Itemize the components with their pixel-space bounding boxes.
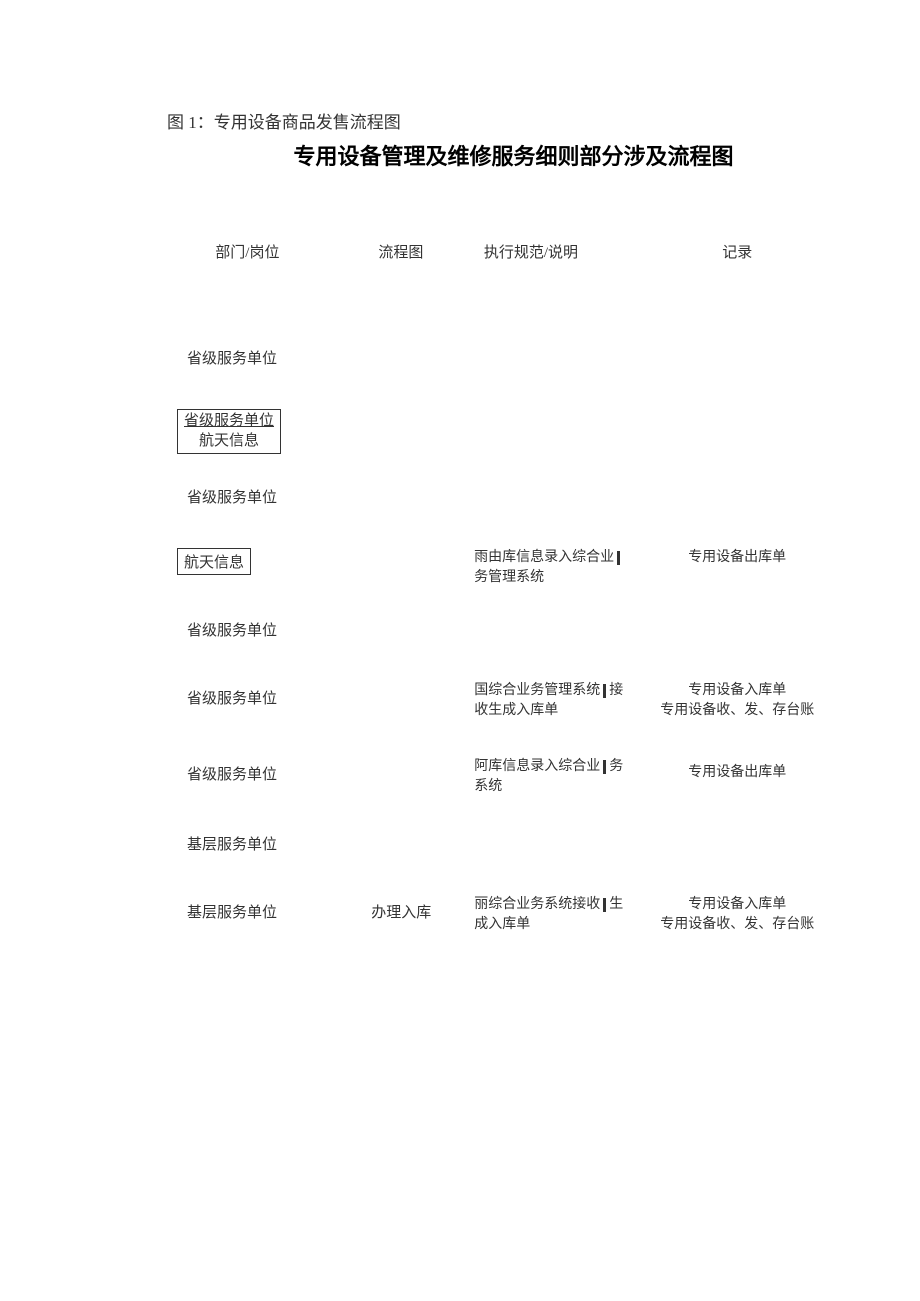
header-flow: 流程图 xyxy=(328,241,474,262)
main-title: 专用设备管理及维修服务细则部分涉及流程图 xyxy=(207,139,820,171)
record-line1: 专用设备入库单 xyxy=(654,681,820,701)
bar-icon xyxy=(617,551,620,565)
dept-cell: 省级服务单位 xyxy=(167,486,328,507)
dept-box: 省级服务单位 航天信息 xyxy=(177,409,281,454)
flow-cell: 办理入库 xyxy=(328,895,474,922)
dept-cell: 航天信息 xyxy=(167,548,328,575)
table-row: 省级服务单位 xyxy=(167,486,820,516)
record-line2: 专用设备收、发、存台账 xyxy=(654,701,820,721)
dept-cell: 省级服务单位 xyxy=(167,347,328,368)
table-row: 省级服务单位 xyxy=(167,347,820,377)
record-cell: 专用设备出库单 xyxy=(654,757,820,783)
table-row: 省级服务单位 阿库信息录入综合业务 系统 专用设备出库单 xyxy=(167,757,820,801)
dept-cell: 省级服务单位 xyxy=(167,619,328,640)
bar-icon xyxy=(603,760,606,774)
spec-text-mid: 务 xyxy=(609,759,623,774)
bar-icon xyxy=(603,898,606,912)
dept-box: 航天信息 xyxy=(177,548,251,575)
dept-cell: 省级服务单位 航天信息 xyxy=(167,409,328,454)
header-record: 记录 xyxy=(654,241,820,262)
spec-cell: 阿库信息录入综合业务 系统 xyxy=(474,757,654,796)
spec-text-post: 系统 xyxy=(474,779,502,794)
table-header-row: 部门/岗位 流程图 执行规范/说明 记录 xyxy=(167,241,820,262)
spec-cell: 国综合业务管理系统接 收生成入库单 xyxy=(474,681,654,720)
dept-line2: 航天信息 xyxy=(184,432,274,452)
table-row: 省级服务单位 国综合业务管理系统接 收生成入库单 专用设备入库单 专用设备收、发… xyxy=(167,681,820,725)
spec-text-mid: 生 xyxy=(609,897,623,912)
record-cell: 专用设备出库单 xyxy=(654,548,820,568)
header-dept: 部门/岗位 xyxy=(167,241,328,262)
document-page: 图 1：专用设备商品发售流程图 专用设备管理及维修服务细则部分涉及流程图 部门/… xyxy=(0,0,920,939)
spec-text-post: 成入库单 xyxy=(474,917,530,932)
spec-text-pre: 丽综合业务系统接收 xyxy=(474,897,600,912)
spec-cell: 雨由库信息录入综合业 务管理系统 xyxy=(474,548,654,587)
dept-cell: 基层服务单位 xyxy=(167,833,328,854)
spec-text-mid: 接 xyxy=(609,683,623,698)
table-row: 航天信息 雨由库信息录入综合业 务管理系统 专用设备出库单 xyxy=(167,548,820,587)
spec-text-post: 收生成入库单 xyxy=(474,703,558,718)
dept-cell: 省级服务单位 xyxy=(167,681,328,708)
table-row: 基层服务单位 xyxy=(167,833,820,863)
dept-cell: 省级服务单位 xyxy=(167,757,328,784)
dept-cell: 基层服务单位 xyxy=(167,895,328,922)
header-spec: 执行规范/说明 xyxy=(474,241,655,262)
spec-cell: 丽综合业务系统接收生 成入库单 xyxy=(474,895,654,934)
record-line2: 专用设备收、发、存台账 xyxy=(654,915,820,935)
figure-label: 图 1：专用设备商品发售流程图 xyxy=(167,108,820,133)
bar-icon xyxy=(603,684,606,698)
table-row: 省级服务单位 航天信息 xyxy=(167,409,820,454)
spec-text-pre: 国综合业务管理系统 xyxy=(474,683,600,698)
record-cell: 专用设备入库单 专用设备收、发、存台账 xyxy=(654,895,820,934)
record-cell: 专用设备入库单 专用设备收、发、存台账 xyxy=(654,681,820,720)
spec-text-post: 务管理系统 xyxy=(474,570,544,585)
table-row: 省级服务单位 xyxy=(167,619,820,649)
spec-text-pre: 雨由库信息录入综合业 xyxy=(474,550,614,565)
spec-text-pre: 阿库信息录入综合业 xyxy=(474,759,600,774)
dept-line1: 省级服务单位 xyxy=(184,412,274,432)
record-line1: 专用设备入库单 xyxy=(654,895,820,915)
table-row: 基层服务单位 办理入库 丽综合业务系统接收生 成入库单 专用设备入库单 专用设备… xyxy=(167,895,820,939)
